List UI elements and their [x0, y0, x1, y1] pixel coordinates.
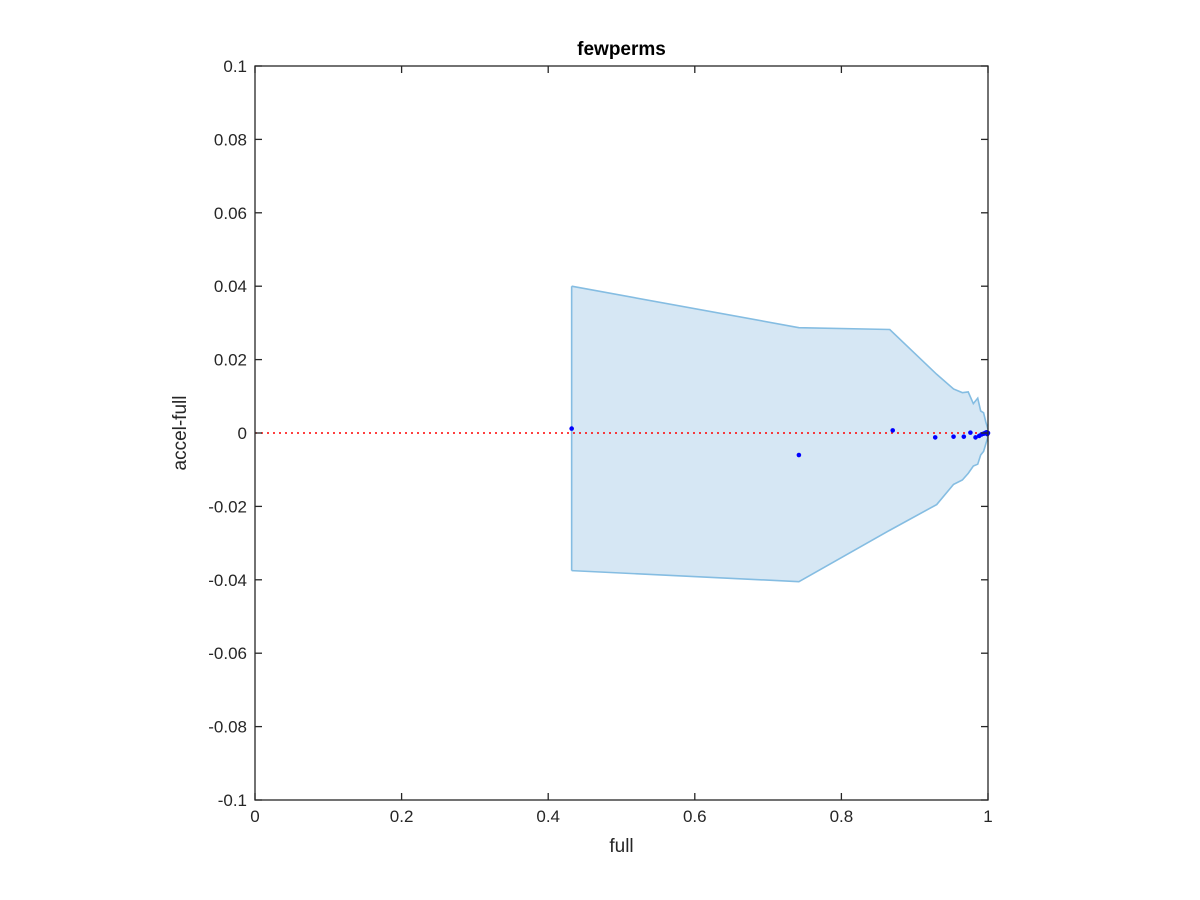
axis-ticks-layer: 0 0.2 0.4 0.6 0.8 1 -0.1 -0.08 -0.06 -0.04 -0.02 0 0… [208, 57, 992, 826]
y-tick-label: -0.04 [208, 571, 247, 590]
y-tick-label: 0.1 [223, 57, 247, 76]
y-tick-label: -0.06 [208, 644, 247, 663]
x-tick-label: 0.8 [830, 807, 854, 826]
x-tick-label: 0 [250, 807, 259, 826]
x-tick-label: 0.2 [390, 807, 414, 826]
y-tick-label: -0.1 [218, 791, 247, 810]
y-tick-label: -0.08 [208, 718, 247, 737]
data-point [932, 435, 938, 440]
y-tick-label: 0 [238, 424, 247, 443]
x-tick-label: 0.6 [683, 807, 707, 826]
x-tick-label: 1 [983, 807, 992, 826]
data-point [973, 435, 978, 440]
data-point [890, 428, 896, 433]
confidence-band-lower-edge [571, 436, 989, 583]
data-point [961, 434, 967, 439]
y-tick-label: 0.04 [214, 277, 247, 296]
x-tick-label: 0.4 [536, 807, 560, 826]
y-tick-label: 0.08 [214, 130, 247, 149]
confidence-band-upper-edge [571, 285, 989, 430]
y-tick-label: -0.02 [208, 497, 247, 516]
x-axis-label: full [609, 836, 633, 857]
data-point [968, 430, 973, 435]
data-point [951, 434, 956, 439]
y-axis-label: accel-full [170, 396, 191, 471]
data-point [569, 426, 574, 431]
y-tick-label: 0.02 [214, 351, 247, 370]
y-tick-label: 0.06 [214, 204, 247, 223]
data-point [796, 452, 802, 458]
confidence-band-fill [571, 286, 988, 582]
chart-title: fewperms [577, 39, 666, 60]
confidence-band-layer [570, 285, 989, 583]
